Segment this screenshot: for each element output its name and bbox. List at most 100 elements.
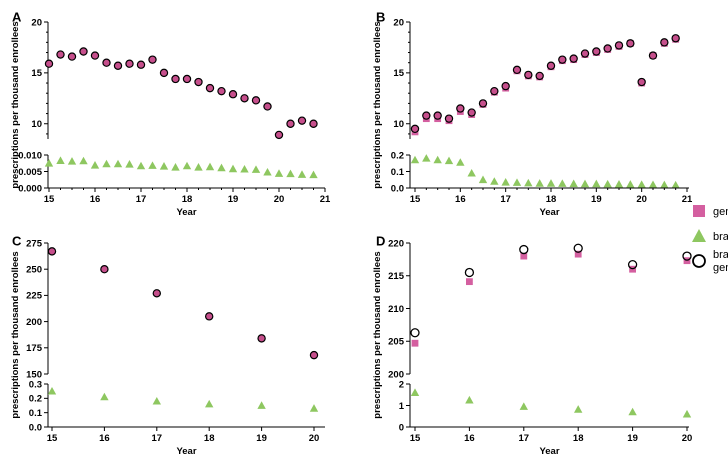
data-point (592, 47, 601, 56)
data-point (671, 34, 680, 43)
legend-item-brand: brand (692, 229, 728, 243)
data-point (433, 111, 442, 120)
x-tick-label: 19 (591, 194, 602, 205)
data-point (467, 108, 476, 117)
data-point (524, 178, 533, 187)
data-point (660, 180, 669, 189)
data-point (466, 278, 473, 286)
data-point (546, 61, 556, 70)
lower-axis: 0.0 0.1 0.2 0.3 (29, 379, 325, 433)
data-point (228, 164, 238, 173)
legend-marker (693, 205, 705, 217)
y-tick-label: 215 (388, 271, 405, 282)
data-point (501, 81, 510, 91)
data-point (136, 60, 146, 69)
data-point (444, 114, 454, 123)
data-point (148, 55, 157, 64)
data-point (100, 265, 109, 274)
data-point (574, 250, 582, 258)
data-point (56, 156, 65, 164)
data-point (490, 86, 499, 96)
data-point (217, 86, 226, 96)
data-point (671, 180, 680, 189)
data-point (205, 83, 215, 93)
data-point (603, 44, 612, 53)
data-point (614, 41, 624, 50)
data-point (125, 59, 134, 68)
data-point (47, 386, 57, 395)
data-point (171, 163, 180, 171)
upper-axis: 200 205 210 215 220 (388, 238, 692, 380)
data-point (274, 130, 284, 140)
data-point (478, 175, 488, 184)
data-point (113, 159, 123, 168)
data-point (257, 334, 266, 343)
x-tick-label: 18 (573, 433, 584, 444)
x-tick-label: 15 (44, 194, 55, 205)
data-point (309, 404, 319, 412)
data-point (580, 49, 590, 58)
lower-axis: 0 1 2 (399, 379, 692, 433)
data-point (100, 392, 109, 401)
y-tick-label: 0.0 (29, 422, 42, 433)
y-tick-label: 200 (26, 317, 42, 328)
data-point (626, 180, 635, 188)
x-tick-label: 20 (682, 433, 693, 444)
y-tick-label: 175 (26, 343, 43, 354)
data-point (433, 155, 442, 164)
panel-letter: A (12, 10, 22, 25)
data-point (519, 402, 528, 410)
legend-item-generic: generic (693, 205, 728, 218)
x-tick-label: 18 (204, 433, 215, 444)
legend-marker (692, 229, 706, 242)
data-point (637, 180, 646, 188)
data-point (558, 55, 567, 64)
data-point (574, 405, 583, 413)
data-point (627, 259, 638, 270)
x-tick-label: 21 (320, 194, 331, 205)
series-brand (47, 386, 319, 412)
data-point (465, 395, 474, 404)
series-brand (410, 154, 680, 189)
y-tick-label: 2 (399, 379, 404, 390)
legend-label: generic (713, 262, 728, 274)
data-point (297, 170, 307, 178)
data-point (286, 169, 295, 178)
data-point (546, 179, 556, 187)
x-axis-label: Year (539, 446, 559, 457)
data-point (205, 162, 215, 171)
data-point (194, 77, 203, 87)
data-point (274, 169, 284, 177)
x-tick-label: 15 (47, 433, 58, 444)
data-point (113, 61, 123, 70)
series-brand (410, 388, 692, 418)
y-tick-label: 225 (26, 291, 43, 302)
series-brand (44, 156, 318, 179)
data-point (263, 167, 272, 176)
y-tick-label: 10 (31, 119, 42, 130)
data-point (152, 289, 161, 298)
data-point (456, 158, 465, 166)
x-tick-label: 18 (182, 194, 193, 205)
data-point (501, 178, 510, 186)
data-point (217, 163, 226, 172)
legend-label: generic (713, 206, 728, 218)
data-point (309, 170, 318, 179)
legend: genericbrandbrand +generic (692, 205, 728, 274)
data-point (490, 177, 499, 185)
data-point (558, 179, 567, 187)
legend-label: brand (713, 231, 728, 243)
x-tick-label: 16 (90, 194, 101, 205)
data-point (44, 159, 54, 167)
x-tick-label: 15 (410, 194, 421, 205)
data-point (456, 104, 465, 113)
data-point (90, 51, 100, 60)
data-point (251, 165, 261, 173)
y-tick-label: 0.0 (391, 183, 404, 194)
panel-letter: B (376, 10, 385, 25)
data-point (251, 96, 261, 105)
data-point (79, 47, 88, 56)
x-tick-label: 17 (152, 433, 163, 444)
